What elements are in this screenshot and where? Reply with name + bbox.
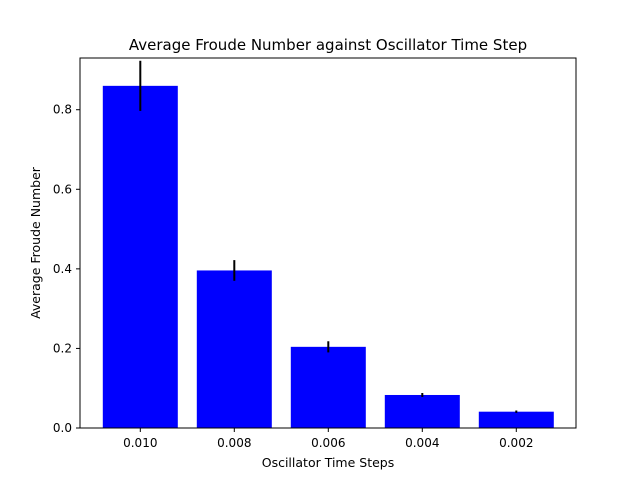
y-tick-label-0.2: 0.2 <box>53 341 72 355</box>
bar-0.010 <box>102 85 178 429</box>
chart-title: Average Froude Number against Oscillator… <box>129 36 527 54</box>
x-tick-label-0.004: 0.004 <box>405 436 439 450</box>
x-tick-label-0.006: 0.006 <box>311 436 345 450</box>
y-axis-label: Average Froude Number <box>28 166 43 319</box>
bar-0.006 <box>290 346 366 428</box>
y-tick-label-0.0: 0.0 <box>53 421 72 435</box>
x-axis: 0.010 0.008 0.006 0.004 0.002 <box>123 428 533 450</box>
x-tick-label-0.008: 0.008 <box>217 436 251 450</box>
x-tick-label-0.002: 0.002 <box>499 436 533 450</box>
bar-0.008 <box>196 270 272 428</box>
y-tick-label-0.6: 0.6 <box>53 182 72 196</box>
y-tick-label-0.8: 0.8 <box>53 103 72 117</box>
error-bars-group <box>139 60 518 413</box>
bar-0.004 <box>384 394 460 428</box>
bars-group <box>102 85 554 429</box>
x-axis-label: Oscillator Time Steps <box>262 455 395 470</box>
y-tick-label-0.4: 0.4 <box>53 262 72 276</box>
y-axis: 0.0 0.2 0.4 0.6 0.8 <box>53 103 80 435</box>
x-tick-label-0.010: 0.010 <box>123 436 157 450</box>
bar-0.002 <box>478 411 554 428</box>
